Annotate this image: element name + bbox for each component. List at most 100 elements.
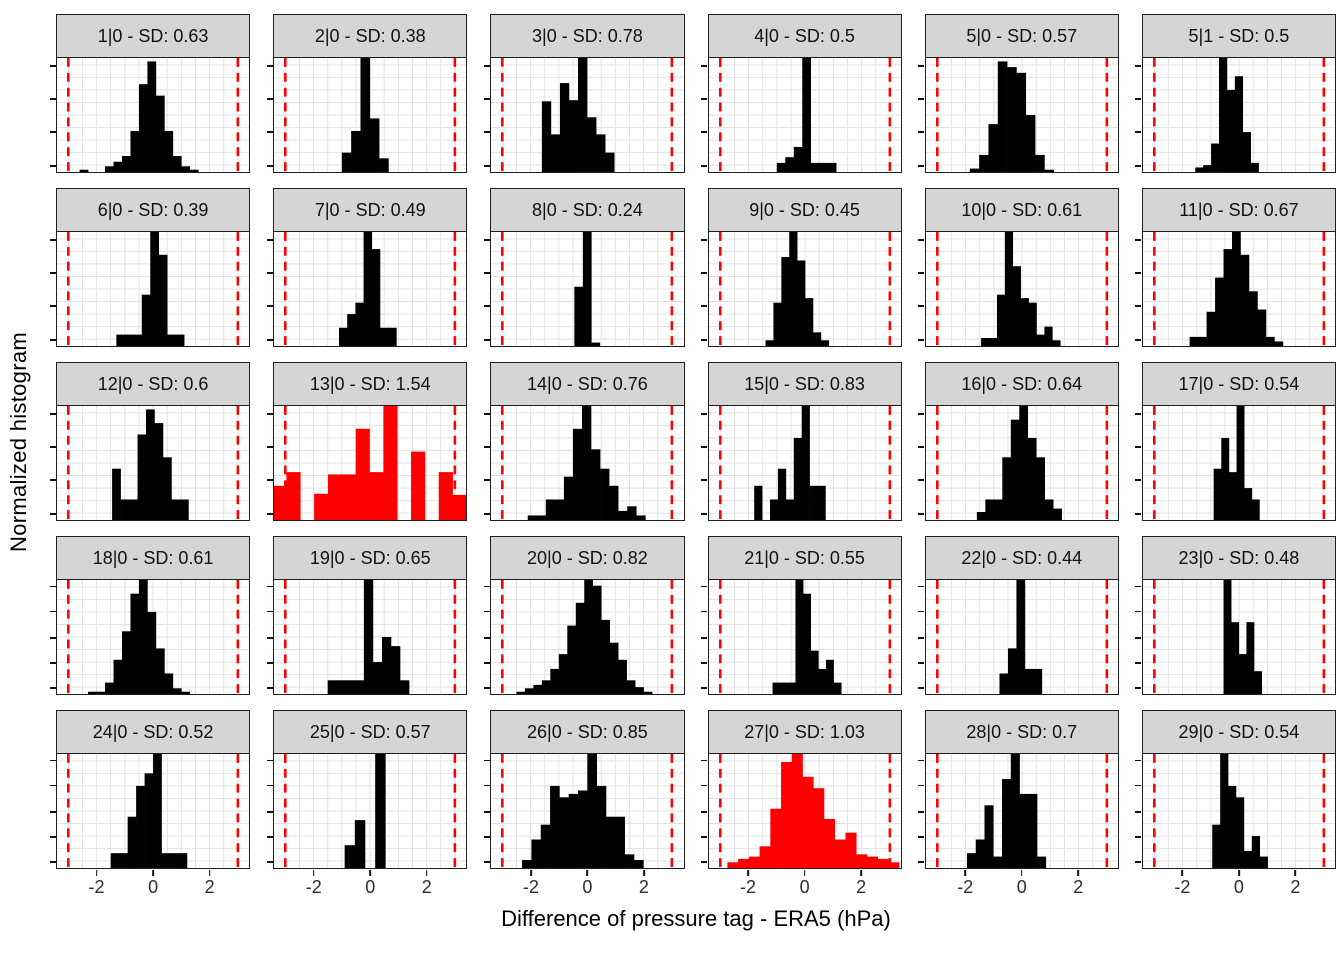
- facet-strip-label: 6|0 - SD: 0.39: [97, 199, 209, 220]
- y-axis-tick: [483, 412, 490, 415]
- facet-panel: [266, 406, 468, 521]
- facet-panel: [1135, 406, 1336, 521]
- facet: 3|0 - SD: 0.78: [483, 14, 685, 173]
- y-axis-tick: [1135, 445, 1142, 448]
- facet: 2|0 - SD: 0.38: [266, 14, 468, 173]
- facet-strip-label: 21|0 - SD: 0.55: [744, 547, 865, 568]
- y-axis-tick: [266, 610, 273, 613]
- facet: 22|0 - SD: 0.44: [918, 536, 1119, 695]
- y-axis-tick: [483, 759, 490, 762]
- y-axis-tick: [918, 811, 925, 813]
- y-axis-tick: [918, 637, 925, 639]
- y-axis-tick: [1135, 687, 1142, 689]
- facet-panel: [701, 232, 902, 347]
- histogram-plot: [274, 580, 467, 694]
- y-axis-tick: [1135, 271, 1142, 274]
- y-axis-tick: [701, 811, 707, 813]
- y-axis-tick: [266, 811, 273, 813]
- y-axis-tick: [918, 445, 925, 448]
- facet: 26|0 - SD: 0.85 -2 0 2: [483, 710, 685, 897]
- facet-strip-label: 8|0 - SD: 0.24: [532, 199, 643, 220]
- facet-panel: [918, 406, 1119, 521]
- y-axis-tick: [49, 97, 56, 100]
- y-axis-tick: [701, 585, 707, 588]
- y-axis-tick: [483, 304, 490, 307]
- y-axis-tick: [49, 238, 56, 241]
- facet-panel: [266, 58, 468, 173]
- facet-strip-label: 19|0 - SD: 0.65: [309, 547, 431, 568]
- facet-strip: 17|0 - SD: 0.54: [1141, 362, 1336, 406]
- facet-strip: 6|0 - SD: 0.39: [56, 188, 251, 232]
- y-axis-tick: [266, 687, 273, 689]
- y-axis-tick: [1135, 811, 1142, 813]
- y-axis-tick: [483, 271, 490, 274]
- histogram-plot: [491, 232, 684, 346]
- facet-strip: 25|0 - SD: 0.57: [273, 710, 468, 754]
- facet-strip: 2|0 - SD: 0.38: [273, 14, 468, 58]
- y-axis-tick: [1135, 861, 1142, 863]
- y-axis-title-text: Normalized histogram: [6, 331, 31, 552]
- y-axis-tick: [701, 610, 707, 613]
- facet-strip: 23|0 - SD: 0.48: [1141, 536, 1336, 580]
- x-axis-tick-label: -2: [88, 877, 105, 897]
- facet: 12|0 - SD: 0.6: [49, 362, 251, 521]
- histogram-plot: [274, 754, 467, 868]
- facet-strip-label: 5|0 - SD: 0.57: [966, 25, 1078, 46]
- y-axis-tick: [266, 271, 273, 274]
- x-axis-tick-label: 2: [1290, 877, 1301, 897]
- x-axis-tick-label: 2: [204, 877, 215, 897]
- y-axis-tick: [49, 637, 56, 639]
- histogram-plot: [57, 58, 250, 172]
- y-axis-tick: [483, 610, 490, 613]
- x-axis-tick: [747, 869, 749, 876]
- facet: 27|0 - SD: 1.03 -2 0 2: [701, 710, 902, 897]
- histogram-plot: [925, 754, 1118, 868]
- y-axis-tick: [918, 339, 925, 341]
- facet-strip: 4|0 - SD: 0.5: [707, 14, 902, 58]
- facet: 16|0 - SD: 0.64: [918, 362, 1119, 521]
- facet-strip-label: 14|0 - SD: 0.76: [527, 373, 648, 394]
- x-axis-tick: [1020, 869, 1023, 876]
- facet-panel: [266, 580, 468, 695]
- facet: 14|0 - SD: 0.76: [483, 362, 685, 521]
- histogram-plot: [274, 232, 467, 346]
- facet-strip: 8|0 - SD: 0.24: [490, 188, 685, 232]
- y-axis-tick: [918, 861, 925, 863]
- x-axis-tick-label: -2: [1174, 877, 1191, 897]
- y-axis-tick: [483, 478, 490, 481]
- histogram-plot: [1142, 580, 1335, 694]
- facet: 17|0 - SD: 0.54: [1135, 362, 1336, 521]
- y-axis-tick: [918, 610, 925, 613]
- y-axis-tick: [483, 339, 490, 341]
- y-axis-tick: [918, 585, 925, 588]
- histogram-plot: [57, 232, 250, 346]
- facet-panel: -2 0 2: [49, 754, 251, 897]
- histogram-plot: [274, 58, 467, 172]
- facet-strip-label: 20|0 - SD: 0.82: [527, 547, 648, 568]
- y-axis-tick: [266, 478, 273, 481]
- y-axis-tick: [266, 339, 273, 341]
- y-axis-tick: [266, 759, 273, 762]
- x-axis-tick: [425, 869, 428, 876]
- y-axis-tick: [918, 165, 925, 167]
- y-axis-tick: [266, 637, 273, 639]
- y-axis-tick: [483, 513, 490, 515]
- y-axis-tick: [918, 64, 925, 67]
- facet: 6|0 - SD: 0.39: [49, 188, 251, 347]
- y-axis-tick: [918, 412, 925, 415]
- facet-panel: [1135, 58, 1336, 173]
- y-axis-tick: [49, 304, 56, 307]
- y-axis-tick: [701, 784, 707, 787]
- x-axis-tick: [1077, 869, 1080, 876]
- y-axis-tick: [918, 759, 925, 762]
- facet: 24|0 - SD: 0.52 -2 0 2: [49, 710, 251, 897]
- facet-strip-label: 16|0 - SD: 0.64: [961, 373, 1083, 394]
- x-axis-tick: [1294, 869, 1297, 876]
- x-axis-tick-label: 2: [856, 877, 867, 897]
- y-axis-tick: [483, 861, 490, 863]
- facet-panel: [701, 406, 902, 521]
- facet-strip-label: 7|0 - SD: 0.49: [314, 199, 426, 220]
- x-axis-tick-label: -2: [957, 877, 974, 897]
- y-axis-tick: [918, 130, 925, 133]
- facet-strip: 12|0 - SD: 0.6: [56, 362, 251, 406]
